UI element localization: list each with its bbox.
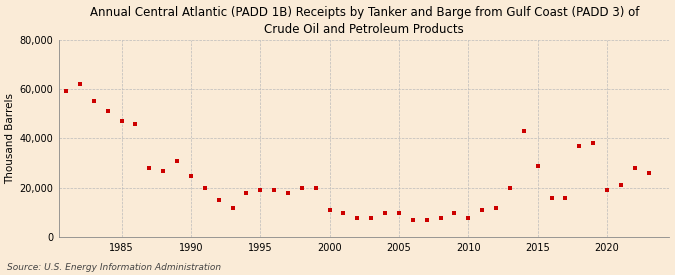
Point bbox=[588, 141, 599, 145]
Point bbox=[643, 171, 654, 175]
Point bbox=[574, 144, 585, 148]
Point bbox=[103, 109, 113, 113]
Point bbox=[158, 168, 169, 173]
Point bbox=[186, 173, 196, 178]
Point bbox=[560, 196, 571, 200]
Point bbox=[324, 208, 335, 212]
Point bbox=[463, 215, 474, 220]
Point bbox=[380, 210, 391, 215]
Point bbox=[408, 218, 418, 222]
Point bbox=[269, 188, 279, 192]
Point bbox=[296, 186, 307, 190]
Point bbox=[255, 188, 266, 192]
Point bbox=[394, 210, 404, 215]
Point bbox=[366, 215, 377, 220]
Point bbox=[518, 129, 529, 133]
Title: Annual Central Atlantic (PADD 1B) Receipts by Tanker and Barge from Gulf Coast (: Annual Central Atlantic (PADD 1B) Receip… bbox=[90, 6, 639, 35]
Point bbox=[546, 196, 557, 200]
Point bbox=[338, 210, 349, 215]
Point bbox=[601, 188, 612, 192]
Text: Source: U.S. Energy Information Administration: Source: U.S. Energy Information Administ… bbox=[7, 263, 221, 272]
Point bbox=[449, 210, 460, 215]
Point bbox=[491, 205, 502, 210]
Point bbox=[88, 99, 99, 104]
Point bbox=[199, 186, 210, 190]
Point bbox=[421, 218, 432, 222]
Point bbox=[227, 205, 238, 210]
Y-axis label: Thousand Barrels: Thousand Barrels bbox=[5, 93, 16, 184]
Point bbox=[130, 121, 141, 126]
Point bbox=[213, 198, 224, 202]
Point bbox=[171, 158, 182, 163]
Point bbox=[241, 191, 252, 195]
Point bbox=[435, 215, 446, 220]
Point bbox=[533, 163, 543, 168]
Point bbox=[61, 89, 72, 94]
Point bbox=[310, 186, 321, 190]
Point bbox=[504, 186, 515, 190]
Point bbox=[74, 82, 85, 86]
Point bbox=[283, 191, 294, 195]
Point bbox=[616, 183, 626, 188]
Point bbox=[629, 166, 640, 170]
Point bbox=[116, 119, 127, 123]
Point bbox=[477, 208, 487, 212]
Point bbox=[144, 166, 155, 170]
Point bbox=[352, 215, 362, 220]
